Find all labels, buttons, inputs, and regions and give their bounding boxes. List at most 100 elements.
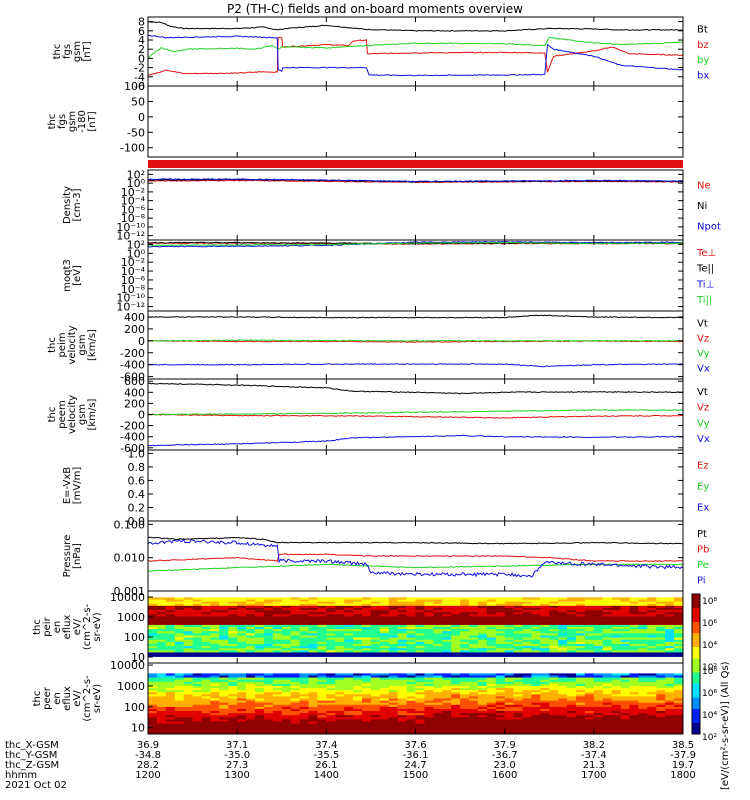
- colorbar-cell: [692, 714, 700, 718]
- spectrogram-cell: [388, 637, 398, 640]
- spectrogram-cell: [344, 719, 354, 722]
- spectrogram-cell: [210, 601, 220, 604]
- spectrogram-cell: [156, 721, 167, 724]
- spectrogram-cell: [469, 702, 479, 706]
- spectrogram-cell: [504, 622, 514, 626]
- spectrogram-cell: [602, 706, 612, 710]
- spectrogram-cell: [567, 620, 577, 623]
- spectrogram-cell: [424, 641, 434, 645]
- x-row-value: 36.9: [137, 740, 159, 751]
- spectrogram-cell: [165, 652, 175, 655]
- spectrogram-cell: [353, 601, 363, 604]
- spectrogram-cell: [584, 694, 595, 697]
- spectrogram-cell: [665, 708, 675, 712]
- spectrogram-cell: [370, 622, 381, 626]
- spectrogram-cell: [495, 639, 505, 643]
- spectrogram-cell: [665, 725, 675, 728]
- spectrogram-cell: [674, 612, 684, 615]
- spectrogram-cell: [255, 605, 265, 609]
- spectrogram-cell: [540, 631, 550, 634]
- spectrogram-cell: [362, 715, 372, 718]
- spectrogram-cell: [611, 677, 621, 680]
- spectrogram-cell: [406, 721, 416, 724]
- spectrogram-cell: [549, 601, 559, 604]
- spectrogram-cell: [183, 616, 193, 619]
- spectrogram-cell: [584, 650, 595, 653]
- spectrogram-cell: [308, 690, 318, 693]
- spectrogram-cell: [156, 631, 167, 634]
- spectrogram-cell: [593, 601, 603, 604]
- spectrogram-cell: [540, 700, 550, 703]
- spectrogram-cell: [576, 727, 586, 731]
- spectrogram-cell: [192, 723, 202, 726]
- spectrogram-cell: [183, 696, 193, 699]
- spectrogram-cell: [255, 620, 265, 623]
- spectrogram-cell: [379, 706, 389, 710]
- x-row-value: 1200: [135, 770, 160, 781]
- spectrogram-cell: [228, 696, 238, 699]
- spectrogram-cell: [424, 620, 434, 623]
- spectrogram-cell: [576, 650, 586, 653]
- spectrogram-cell: [219, 635, 229, 638]
- spectrogram-cell: [593, 731, 603, 735]
- spectrogram-cell: [362, 597, 372, 600]
- spectrogram-cell: [584, 688, 595, 691]
- spectrogram-cell: [272, 681, 282, 685]
- spectrogram-cell: [272, 624, 282, 628]
- spectrogram-cell: [442, 706, 452, 710]
- spectrogram-cell: [237, 610, 247, 613]
- y-axis-label: fgs: [57, 114, 68, 129]
- spectrogram-cell: [255, 599, 265, 602]
- spectrogram-cell: [504, 727, 514, 731]
- spectrogram-cell: [460, 603, 470, 607]
- spectrogram-cell: [308, 624, 318, 628]
- spectrogram-cell: [584, 612, 595, 615]
- spectrogram-cell: [549, 694, 559, 697]
- spectrogram-cell: [299, 641, 309, 645]
- spectrogram-cell: [210, 635, 220, 638]
- spectrogram-cell: [451, 637, 461, 640]
- spectrogram-cell: [326, 631, 336, 634]
- spectrogram-cell: [263, 601, 274, 604]
- spectrogram-cell: [308, 637, 318, 640]
- spectrogram-cell: [290, 704, 300, 708]
- spectrogram-cell: [433, 627, 443, 630]
- spectrogram-cell: [647, 631, 657, 634]
- spectrogram-cell: [406, 683, 416, 687]
- spectrogram-cell: [593, 702, 603, 706]
- spectrogram-cell: [192, 690, 202, 693]
- spectrogram-cell: [272, 631, 282, 634]
- spectrogram-cell: [299, 723, 309, 726]
- spectrogram-cell: [620, 601, 630, 604]
- spectrogram-cell: [576, 597, 586, 600]
- spectrogram-cell: [370, 652, 381, 655]
- spectrogram-cell: [469, 627, 479, 630]
- spectrogram-cell: [237, 727, 247, 731]
- spectrogram-cell: [237, 652, 247, 655]
- spectrogram-cell: [477, 683, 488, 687]
- spectrogram-cell: [299, 612, 309, 615]
- spectrogram-cell: [308, 677, 318, 680]
- spectrogram-cell: [353, 713, 363, 716]
- spectrogram-cell: [353, 599, 363, 602]
- spectrogram-cell: [272, 690, 282, 693]
- spectrogram-cell: [674, 681, 684, 685]
- y-axis-label: gsm: [77, 334, 88, 355]
- spectrogram-cell: [362, 711, 372, 714]
- y-tick-label: 10⁻⁶: [121, 203, 146, 216]
- spectrogram-cell: [281, 629, 291, 632]
- spectrogram-cell: [656, 622, 666, 626]
- spectrogram-cell: [397, 681, 407, 685]
- spectrogram-cell: [415, 700, 425, 703]
- spectrogram-cell: [379, 639, 389, 643]
- spectrogram-cell: [477, 654, 488, 657]
- spectrogram-cell: [255, 731, 265, 735]
- spectrogram-cell: [584, 700, 595, 703]
- spectrogram-cell: [326, 694, 336, 697]
- spectrogram-cell: [219, 629, 229, 632]
- spectrogram-cell: [647, 708, 657, 712]
- spectrogram-cell: [210, 597, 220, 600]
- spectrogram-cell: [353, 612, 363, 615]
- spectrogram-cell: [638, 652, 648, 655]
- spectrogram-cell: [433, 620, 443, 623]
